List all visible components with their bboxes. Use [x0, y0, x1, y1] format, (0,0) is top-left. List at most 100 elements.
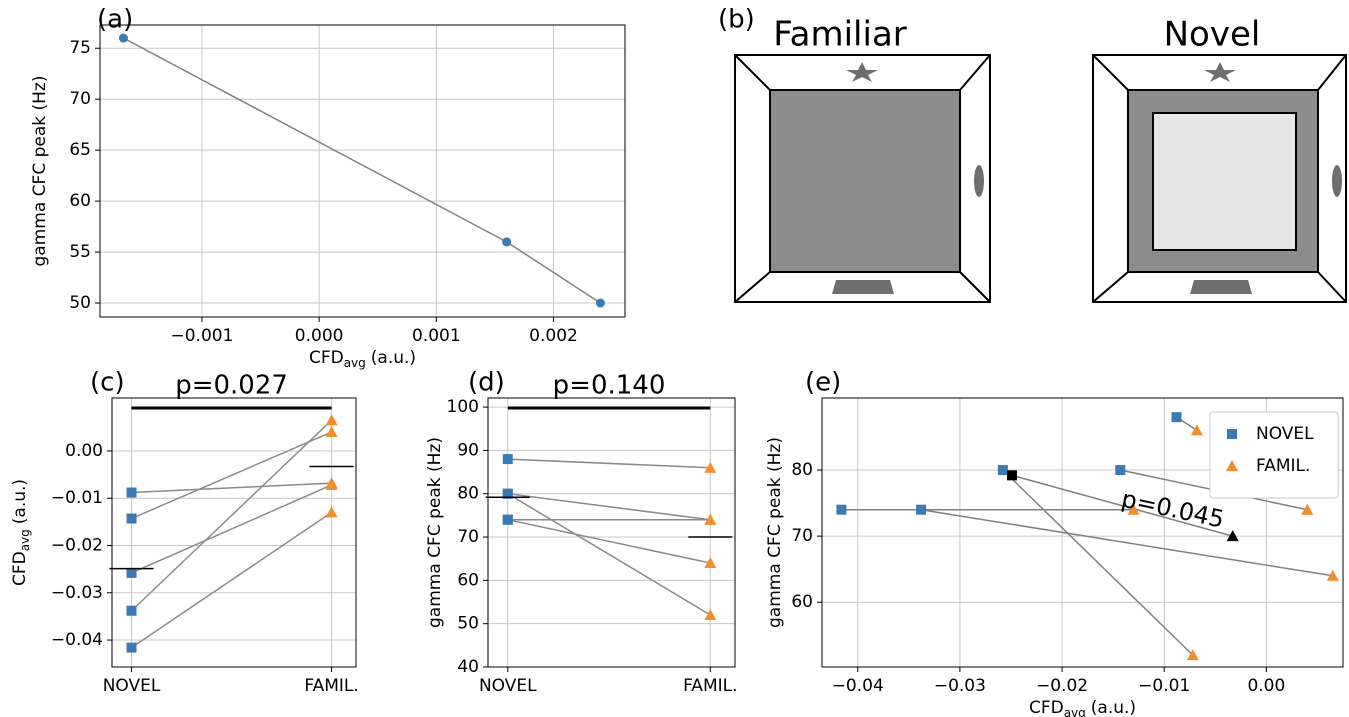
data-point: [126, 513, 137, 524]
arena-title: Novel: [1164, 15, 1261, 55]
panel-label: (e): [805, 368, 841, 398]
data-point: [1326, 569, 1339, 581]
x-tick-label: −0.001: [170, 326, 233, 346]
axis-label-subscript: avg: [344, 356, 366, 370]
y-tick-label: 75: [69, 38, 91, 58]
panel-label: (d): [468, 368, 505, 398]
y-tick-label: 60: [457, 570, 479, 590]
axis-label: CFDavg (a.u.): [10, 479, 32, 586]
x-tick-label: FAMIL.: [304, 676, 358, 696]
x-tick-label: −0.02: [1036, 676, 1088, 696]
axes-frame: [821, 397, 1344, 668]
legend-label: NOVEL: [1256, 424, 1314, 444]
legend: [1209, 411, 1339, 499]
axis-label-text: CFD: [10, 551, 30, 586]
pair-line: [131, 419, 333, 612]
y-tick-label: 50: [69, 293, 91, 313]
axis-label: gamma CFC peak (Hz): [765, 437, 785, 628]
y-tick-label: 70: [791, 526, 813, 546]
x-tick-label: NOVEL: [479, 676, 537, 696]
axis-label: gamma CFC peak (Hz): [425, 437, 445, 628]
axis-label: CFDavg (a.u.): [309, 348, 416, 370]
y-tick-label: 80: [791, 460, 813, 480]
y-tick-label: 65: [69, 140, 91, 160]
y-tick-label: 70: [457, 527, 479, 547]
axis-label: CFDavg (a.u.): [1029, 698, 1136, 717]
data-point: [502, 514, 513, 525]
axis-label-unit: (a.u.): [10, 479, 30, 524]
panel-label: (b): [718, 5, 755, 35]
legend-marker: [1226, 460, 1238, 471]
familiar-arena: [734, 54, 991, 303]
pair-line: [507, 458, 711, 469]
y-tick-label: 55: [69, 242, 91, 262]
data-point: [118, 33, 128, 43]
data-point: [1115, 465, 1126, 476]
pair-line: [131, 431, 332, 520]
data-line: [123, 37, 601, 304]
y-tick-label: 60: [791, 592, 813, 612]
x-tick-label: −0.04: [832, 676, 884, 696]
axes-frame: [111, 397, 357, 668]
axes-frame: [487, 397, 736, 668]
data-point: [1301, 503, 1314, 515]
data-point: [502, 454, 513, 465]
pair-line: [131, 482, 332, 494]
data-point: [502, 488, 513, 499]
y-tick-label: −0.02: [51, 536, 103, 556]
data-point: [325, 478, 338, 490]
y-tick-label: 100: [447, 397, 479, 417]
y-tick-label: 40: [457, 657, 479, 677]
data-point: [1190, 424, 1203, 436]
data-point: [595, 298, 605, 308]
x-tick-label: 0.001: [412, 326, 461, 346]
y-tick-label: 90: [457, 440, 479, 460]
axis-label-unit: (a.u.): [1091, 698, 1136, 717]
data-point: [997, 465, 1008, 476]
y-tick-label: 80: [457, 484, 479, 504]
arena-title: Familiar: [773, 15, 907, 55]
data-point: [704, 513, 717, 525]
data-point: [916, 504, 927, 515]
axis-label-text: CFD: [309, 348, 344, 368]
data-point: [126, 487, 137, 498]
x-tick-label: 0.00: [1247, 676, 1285, 696]
x-tick-label: 0.000: [295, 326, 344, 346]
mean-point: [1007, 470, 1018, 481]
axis-label-subscript: avg: [18, 529, 32, 551]
legend-label: FAMIL.: [1256, 456, 1310, 476]
annotation: p=0.140: [553, 371, 666, 401]
data-point: [126, 642, 137, 653]
data-point: [325, 426, 338, 438]
x-tick-label: FAMIL.: [683, 676, 737, 696]
panel-label: (a): [97, 5, 133, 35]
y-tick-label: 60: [69, 191, 91, 211]
data-point: [704, 461, 717, 473]
pair-line: [507, 518, 711, 564]
data-point: [836, 504, 847, 515]
mean-point: [1226, 530, 1239, 542]
y-tick-label: 0.00: [65, 441, 103, 461]
data-point: [704, 557, 717, 569]
x-tick-label: 0.002: [529, 326, 578, 346]
data-point: [325, 414, 338, 426]
data-point: [502, 237, 512, 247]
data-point: [325, 506, 338, 518]
y-tick-label: −0.03: [51, 583, 103, 603]
data-point: [1186, 649, 1199, 661]
pair-line: [131, 484, 332, 574]
panel-label: (c): [90, 368, 125, 398]
novel-arena: [1092, 54, 1347, 303]
x-tick-label: −0.03: [934, 676, 986, 696]
data-point: [126, 605, 137, 616]
x-tick-label: NOVEL: [103, 676, 161, 696]
axis-label-unit: (a.u.): [371, 348, 416, 368]
pair-line: [1002, 469, 1194, 656]
pair-line: [507, 492, 711, 521]
y-tick-label: −0.04: [51, 630, 103, 650]
axes-frame: [99, 24, 626, 318]
mean-line: [1011, 474, 1233, 537]
data-point: [1127, 503, 1140, 515]
pair-line: [507, 493, 711, 616]
